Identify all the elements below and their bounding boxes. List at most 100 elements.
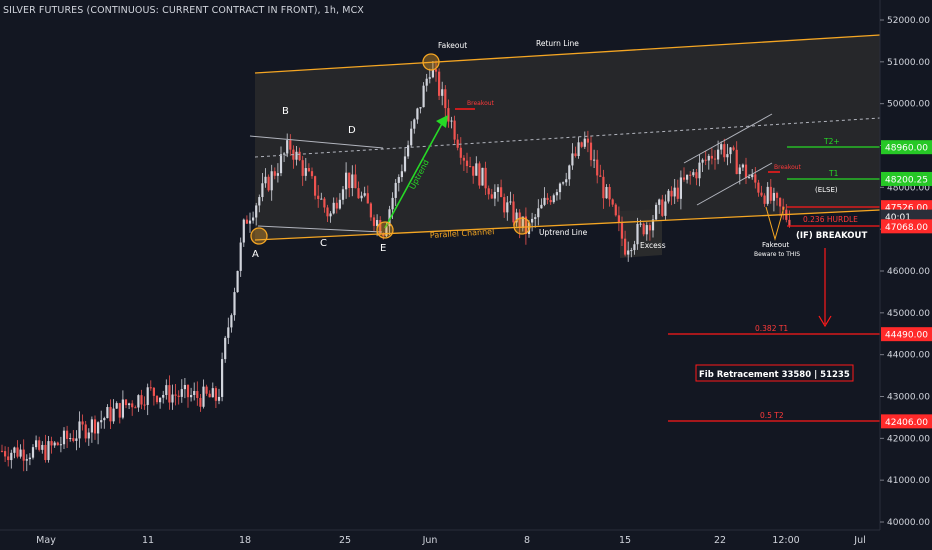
chart-title: SILVER FUTURES (CONTINUOUS: CURRENT CONT…: [3, 5, 364, 16]
candle: [230, 313, 233, 333]
candle: [512, 194, 515, 226]
candle: [87, 428, 90, 446]
candle: [670, 186, 673, 206]
candle: [227, 317, 230, 345]
time-tick-label: Jul: [853, 535, 865, 546]
wave-c-label: C: [320, 238, 327, 249]
candle: [199, 393, 202, 412]
candle: [506, 196, 509, 221]
pivot-circle-a: [250, 227, 268, 245]
candle: [403, 146, 407, 173]
time-tick-label: 15: [619, 535, 631, 546]
candle: [713, 150, 717, 170]
candle: [245, 215, 248, 224]
candle: [25, 454, 28, 472]
candles-group: [0, 60, 791, 472]
candle: [93, 415, 97, 440]
candle: [283, 152, 286, 162]
candle: [248, 212, 252, 233]
candle: [134, 405, 137, 409]
candle: [171, 384, 174, 410]
candle: [605, 184, 608, 199]
price-tag: 47068.00: [881, 219, 932, 234]
wave-d-label: D: [348, 125, 356, 136]
candle: [307, 163, 310, 173]
candle: [146, 383, 149, 416]
candle: [704, 151, 707, 166]
candle: [341, 185, 345, 205]
candle: [273, 167, 276, 180]
candle: [624, 230, 627, 257]
candle: [140, 389, 143, 410]
excess-label: Excess: [640, 241, 666, 250]
candle: [335, 197, 338, 214]
t1-label: T1: [828, 169, 839, 178]
candle: [531, 212, 534, 232]
candle: [155, 395, 159, 405]
candle: [766, 182, 769, 206]
candle: [50, 436, 53, 454]
candle: [438, 68, 441, 101]
pivot-circle-fakeout: [422, 53, 440, 71]
candle: [664, 194, 667, 221]
candle: [286, 133, 289, 158]
candle: [769, 178, 772, 204]
candle: [735, 141, 738, 175]
candle: [317, 185, 320, 208]
candle: [614, 203, 617, 217]
candle: [196, 381, 199, 406]
candle: [540, 198, 543, 209]
candle: [38, 436, 41, 452]
candle: [75, 430, 78, 451]
candle: [115, 401, 118, 409]
price-tag-label: 40:01: [885, 213, 911, 223]
beware-label: Beware to THIS: [754, 251, 800, 258]
price-tick-label: 41000.00: [887, 476, 930, 486]
candle: [270, 164, 273, 201]
candle: [180, 379, 183, 403]
candle: [720, 141, 723, 155]
candle: [59, 436, 62, 453]
price-axis[interactable]: 40000.00 41000.00 42000.00 43000.00 44000.00…: [879, 0, 932, 530]
candle: [596, 150, 599, 184]
candle: [143, 396, 146, 410]
return-line: [254, 34, 881, 74]
candle: [509, 191, 512, 205]
candle: [757, 179, 760, 197]
candle: [69, 433, 72, 442]
candle: [450, 116, 453, 129]
candle: [72, 429, 75, 443]
candle: [543, 187, 546, 207]
time-axis-background: [0, 530, 932, 550]
candle: [394, 179, 397, 206]
price-tick-label: 44000.00: [887, 351, 930, 361]
time-axis[interactable]: May 11 18 25 Jun 8 15 22 12:00 Jul: [0, 529, 932, 550]
price-tag-label: 48960.00: [885, 144, 928, 154]
candle: [744, 157, 748, 185]
candle: [490, 188, 493, 199]
price-tag-label: 42406.00: [885, 418, 928, 428]
candle: [620, 216, 624, 247]
uptrend-arrow-head: [436, 115, 448, 128]
price-tick-label: 51000.00: [887, 58, 930, 68]
candle: [726, 143, 729, 166]
candle: [131, 400, 134, 416]
candle: [354, 164, 357, 189]
candle: [357, 181, 360, 199]
candle: [56, 441, 59, 446]
pivot-circle-uptrend-line: [513, 217, 531, 235]
candle: [41, 441, 44, 454]
time-tick-label: 25: [339, 535, 351, 546]
candle: [221, 352, 224, 402]
candle: [577, 136, 580, 159]
candle: [655, 202, 658, 222]
candle: [472, 166, 475, 184]
wave-a-label: A: [252, 249, 259, 260]
candle: [90, 416, 93, 443]
candle: [239, 237, 242, 277]
price-tick-label: 48000.00: [887, 183, 930, 193]
candle: [661, 194, 664, 218]
candle: [732, 145, 735, 152]
